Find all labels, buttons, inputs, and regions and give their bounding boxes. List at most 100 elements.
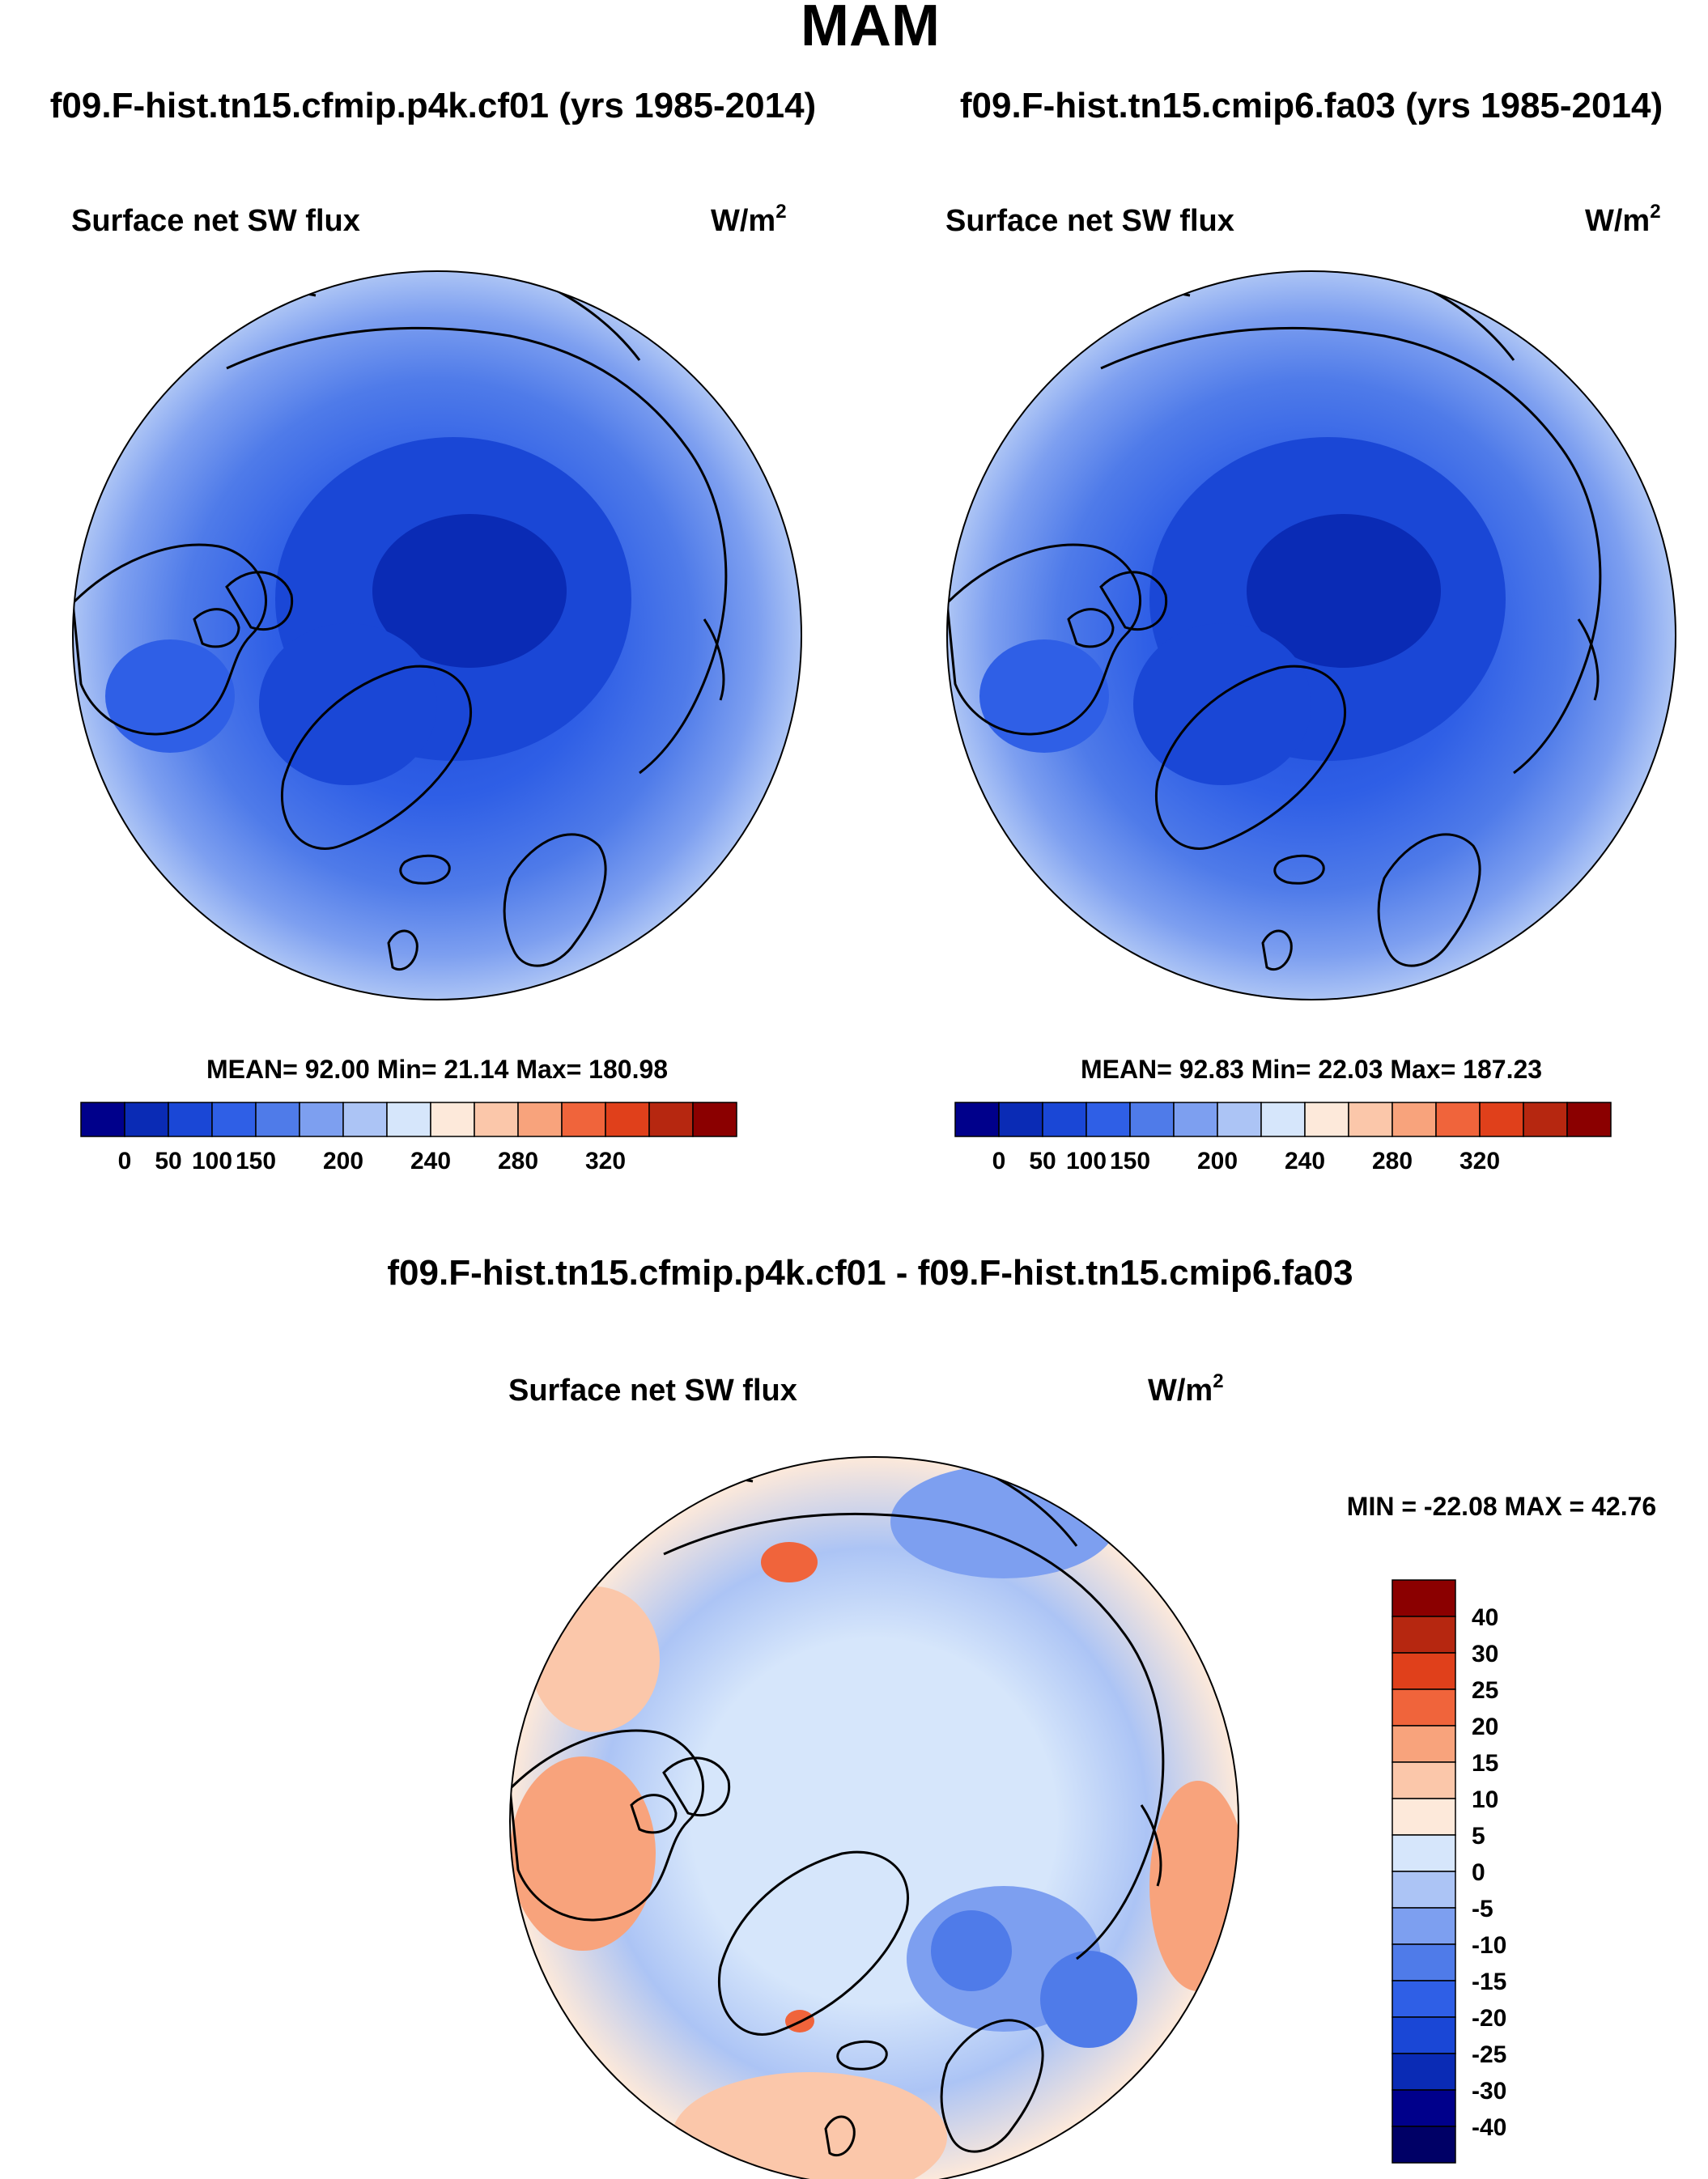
difference-variable-label: Surface net SW flux xyxy=(508,1374,797,1408)
left-colorbar-box xyxy=(517,1102,563,1137)
right-colorbar-box xyxy=(1435,1102,1481,1137)
left-colorbar-label: 100 xyxy=(192,1148,232,1174)
right-map xyxy=(947,271,1676,1000)
difference-colorbar-label: -20 xyxy=(1472,2005,1506,2032)
right-case-title: f09.F-hist.tn15.cmip6.fa03 (yrs 1985-201… xyxy=(960,86,1663,125)
difference-colorbar-box xyxy=(1391,2053,1456,2091)
right-colorbar-box xyxy=(1217,1102,1262,1137)
difference-colorbar-box xyxy=(1391,1652,1456,1690)
difference-colorbar-label: -5 xyxy=(1472,1896,1493,1922)
left-units-label: W/m2 xyxy=(711,201,787,238)
right-colorbar-box xyxy=(1479,1102,1524,1137)
right-colorbar-label: 50 xyxy=(1029,1148,1056,1174)
right-colorbar-box xyxy=(1566,1102,1612,1137)
difference-colorbar-box xyxy=(1391,1907,1456,1945)
left-colorbar-box xyxy=(648,1102,694,1137)
right-colorbar-box xyxy=(1523,1102,1568,1137)
right-colorbar-label: 100 xyxy=(1066,1148,1107,1174)
difference-colorbar-label: -10 xyxy=(1472,1932,1506,1959)
left-variable-label: Surface net SW flux xyxy=(71,204,360,238)
difference-colorbar-box xyxy=(1391,1943,1456,1981)
right-colorbar-label: 200 xyxy=(1197,1148,1238,1174)
right-colorbar-box xyxy=(1304,1102,1349,1137)
difference-colorbar-box xyxy=(1391,1761,1456,1799)
right-colorbar: 0 50 100 150 200 240 280 320 xyxy=(954,1102,1612,1174)
right-colorbar-label: 150 xyxy=(1110,1148,1150,1174)
right-colorbar-box xyxy=(1173,1102,1218,1137)
left-colorbar-box xyxy=(255,1102,300,1137)
left-colorbar-label: 50 xyxy=(155,1148,181,1174)
difference-colorbar-box xyxy=(1391,1579,1456,1617)
difference-colorbar-label: 10 xyxy=(1472,1786,1498,1813)
difference-colorbar-label: 25 xyxy=(1472,1677,1498,1704)
left-case-title: f09.F-hist.tn15.cfmip.p4k.cf01 (yrs 1985… xyxy=(50,86,816,125)
difference-colorbar-label: -40 xyxy=(1472,2114,1506,2141)
right-colorbar-box xyxy=(998,1102,1043,1137)
left-colorbar-box xyxy=(342,1102,388,1137)
right-colorbar-box xyxy=(1129,1102,1175,1137)
difference-title: f09.F-hist.tn15.cfmip.p4k.cf01 - f09.F-h… xyxy=(387,1253,1353,1293)
right-colorbar-label: 280 xyxy=(1372,1148,1413,1174)
right-colorbar-box xyxy=(1086,1102,1131,1137)
difference-colorbar-label: 40 xyxy=(1472,1604,1498,1631)
left-colorbar: 0 50 100 150 200 240 280 320 xyxy=(80,1102,737,1174)
left-colorbar-box xyxy=(124,1102,169,1137)
difference-colorbar-box xyxy=(1391,2016,1456,2054)
difference-colorbar-label: 0 xyxy=(1472,1859,1485,1886)
left-colorbar-box xyxy=(80,1102,125,1137)
difference-colorbar-box xyxy=(1391,2089,1456,2127)
left-colorbar-label: 150 xyxy=(236,1148,276,1174)
difference-colorbar-box xyxy=(1391,2126,1456,2164)
left-colorbar-box xyxy=(386,1102,431,1137)
left-colorbar-box xyxy=(474,1102,519,1137)
difference-colorbar-label: 5 xyxy=(1472,1823,1485,1850)
left-colorbar-box xyxy=(168,1102,213,1137)
difference-colorbar-label: -25 xyxy=(1472,2041,1506,2068)
right-colorbar-box xyxy=(1348,1102,1393,1137)
panel-left: f09.F-hist.tn15.cfmip.p4k.cf01 (yrs 1985… xyxy=(50,86,816,1174)
left-colorbar-box xyxy=(430,1102,475,1137)
left-colorbar-box xyxy=(692,1102,737,1137)
difference-colorbar-label: 30 xyxy=(1472,1641,1498,1667)
left-colorbar-box xyxy=(299,1102,344,1137)
left-colorbar-box xyxy=(561,1102,606,1137)
left-colorbar-box xyxy=(211,1102,257,1137)
right-colorbar-box xyxy=(1260,1102,1306,1137)
left-stats: MEAN= 92.00 Min= 21.14 Max= 180.98 xyxy=(206,1055,668,1084)
left-colorbar-label: 0 xyxy=(118,1148,132,1174)
right-colorbar-label: 320 xyxy=(1459,1148,1500,1174)
difference-colorbar-box xyxy=(1391,1725,1456,1763)
difference-colorbar-box xyxy=(1391,1980,1456,2018)
left-colorbar-label: 280 xyxy=(498,1148,538,1174)
difference-colorbar-label: -15 xyxy=(1472,1969,1506,1995)
difference-colorbar-label: 20 xyxy=(1472,1714,1498,1740)
left-map xyxy=(73,271,801,1000)
right-stats: MEAN= 92.83 Min= 22.03 Max= 187.23 xyxy=(1081,1055,1542,1084)
left-colorbar-label: 320 xyxy=(585,1148,626,1174)
difference-colorbar-box xyxy=(1391,1798,1456,1836)
left-colorbar-label: 240 xyxy=(410,1148,451,1174)
right-colorbar-label: 240 xyxy=(1285,1148,1325,1174)
difference-colorbar-box xyxy=(1391,1616,1456,1654)
difference-colorbar-label: 15 xyxy=(1472,1750,1498,1777)
difference-colorbar-label: -30 xyxy=(1472,2078,1506,2105)
right-colorbar-box xyxy=(1391,1102,1437,1137)
right-units-label: W/m2 xyxy=(1585,201,1661,238)
difference-colorbar-box xyxy=(1391,1834,1456,1872)
left-colorbar-box xyxy=(605,1102,650,1137)
panel-difference: f09.F-hist.tn15.cfmip.p4k.cf01 - f09.F-h… xyxy=(387,1253,1656,2179)
difference-map xyxy=(510,1457,1239,2179)
difference-stats: MIN = -22.08 MAX = 42.76 xyxy=(1347,1492,1656,1521)
right-colorbar-label: 0 xyxy=(992,1148,1006,1174)
right-variable-label: Surface net SW flux xyxy=(945,204,1234,238)
difference-colorbar: 40 30 25 20 15 10 5 0 -5 -10 -15 -20 -25 -30 -40 xyxy=(1391,1579,1506,2164)
right-colorbar-box xyxy=(954,1102,1000,1137)
panel-right: f09.F-hist.tn15.cmip6.fa03 (yrs 1985-201… xyxy=(945,86,1676,1174)
difference-units-label: W/m2 xyxy=(1148,1370,1224,1408)
left-colorbar-label: 200 xyxy=(323,1148,363,1174)
season-title: MAM xyxy=(801,0,940,58)
difference-colorbar-box xyxy=(1391,1871,1456,1909)
right-colorbar-box xyxy=(1042,1102,1087,1137)
difference-colorbar-box xyxy=(1391,1688,1456,1727)
